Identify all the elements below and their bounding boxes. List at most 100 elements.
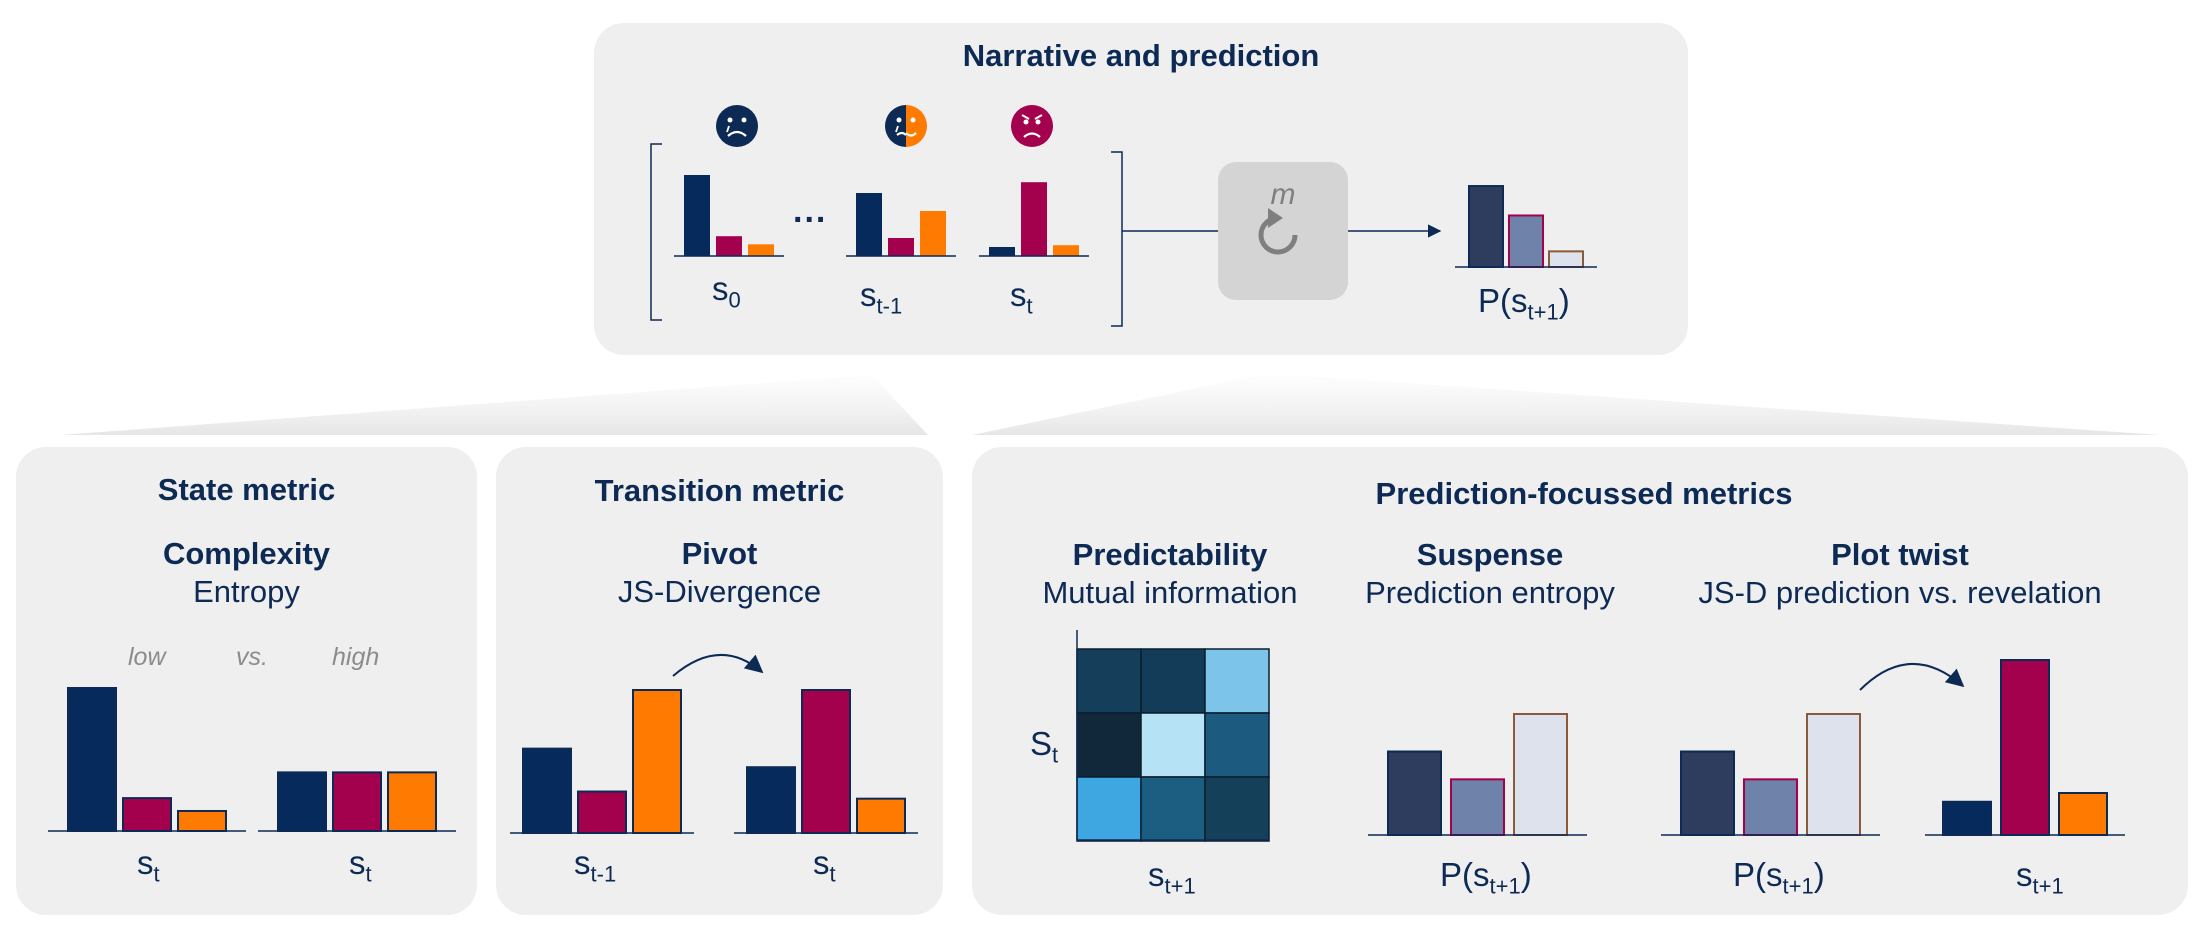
refresh-icon bbox=[1258, 215, 1298, 255]
twist-arrow bbox=[1859, 663, 1965, 691]
bars-s0 bbox=[674, 175, 784, 257]
matrix-cell-1-0 bbox=[1076, 712, 1142, 778]
high-bar-3 bbox=[387, 771, 437, 832]
transition-metric-panel bbox=[496, 447, 943, 915]
st-bar-2 bbox=[1021, 182, 1047, 256]
mutual-information-subheading: Mutual information bbox=[1042, 575, 1298, 610]
mutual-information-matrix bbox=[1076, 648, 1270, 842]
twp-bar-2 bbox=[1743, 778, 1798, 837]
matrix-cell-2-2 bbox=[1204, 776, 1270, 842]
bars-twist-prediction bbox=[1661, 713, 1880, 837]
st1-bar-3 bbox=[920, 211, 946, 256]
label-s-t: st bbox=[1010, 276, 1033, 319]
matrix-cell-0-1 bbox=[1140, 648, 1206, 714]
s0-bar-2 bbox=[716, 236, 742, 256]
sad-face-icon bbox=[716, 105, 758, 147]
angry-face-icon bbox=[1011, 105, 1053, 147]
vs-label: vs. bbox=[236, 643, 268, 671]
js-divergence-subheading: JS-Divergence bbox=[617, 574, 822, 609]
state-metric-panel bbox=[16, 447, 477, 915]
label-suspense: P(st+1) bbox=[1440, 856, 1532, 899]
bars-s-t-1 bbox=[846, 193, 956, 257]
st-bar-3 bbox=[1053, 245, 1079, 256]
pred-bar-3 bbox=[1548, 250, 1584, 269]
twr-bar-1 bbox=[1942, 800, 1992, 836]
transition-metric-title: Transition metric bbox=[594, 473, 845, 508]
pred-bar-2 bbox=[1508, 214, 1544, 268]
label-transition-prev: st-1 bbox=[574, 844, 617, 887]
low-bar-1 bbox=[67, 687, 117, 832]
matrix-cell-0-2 bbox=[1204, 648, 1270, 714]
top-title: Narrative and prediction bbox=[962, 38, 1320, 73]
entropy-subheading: Entropy bbox=[193, 574, 300, 609]
model-label: m bbox=[1270, 178, 1296, 211]
twp-bar-3 bbox=[1806, 713, 1861, 836]
prev-bar-2 bbox=[577, 790, 627, 835]
suspense-heading: Suspense bbox=[1416, 537, 1564, 572]
label-low-st: st bbox=[137, 844, 160, 887]
bars-transition-curr bbox=[734, 689, 918, 834]
label-s0: s0 bbox=[712, 270, 741, 313]
bars-s-t bbox=[979, 182, 1089, 257]
susp-bar-3 bbox=[1513, 713, 1568, 836]
pivot-heading: Pivot bbox=[681, 536, 758, 571]
bars-twist-revelation bbox=[1925, 659, 2125, 836]
right-bracket bbox=[1111, 151, 1123, 327]
zoom-connector-right bbox=[972, 375, 2160, 435]
state-metric-title: State metric bbox=[157, 472, 336, 507]
curr-bar-3 bbox=[856, 797, 906, 834]
left-bracket bbox=[650, 143, 662, 321]
ellipsis: ... bbox=[793, 192, 828, 230]
prediction-metrics-title: Prediction-focussed metrics bbox=[1375, 476, 1793, 511]
predictability-heading: Predictability bbox=[1072, 537, 1268, 572]
label-transition-curr: st bbox=[813, 844, 836, 887]
susp-bar-1 bbox=[1387, 750, 1442, 837]
prev-bar-1 bbox=[522, 747, 572, 835]
zoom-connector-left bbox=[60, 375, 928, 435]
bars-low-entropy bbox=[48, 687, 246, 832]
matrix-cell-1-1 bbox=[1140, 712, 1206, 778]
model-box bbox=[1218, 162, 1348, 300]
label-twist-revelation: st+1 bbox=[2016, 856, 2064, 899]
pred-bar-1 bbox=[1468, 185, 1504, 268]
mixed-face-icon bbox=[885, 105, 927, 147]
matrix-cell-2-0 bbox=[1076, 776, 1142, 842]
matrix-y-label: St bbox=[1030, 725, 1059, 768]
label-high-st: st bbox=[349, 844, 372, 887]
high-bar-2 bbox=[332, 771, 382, 832]
pivot-arrow bbox=[672, 653, 764, 677]
twr-bar-3 bbox=[2058, 792, 2108, 836]
label-twist-prediction: P(st+1) bbox=[1733, 856, 1825, 899]
low-bar-2 bbox=[122, 797, 172, 832]
susp-bar-2 bbox=[1450, 778, 1505, 837]
plot-twist-heading: Plot twist bbox=[1831, 537, 1969, 572]
prev-bar-3 bbox=[632, 689, 682, 834]
bars-high-entropy bbox=[258, 771, 456, 832]
matrix-cell-1-2 bbox=[1204, 712, 1270, 778]
complexity-heading: Complexity bbox=[162, 536, 331, 571]
st1-bar-1 bbox=[856, 193, 882, 256]
high-bar-1 bbox=[277, 771, 327, 832]
bars-transition-prev bbox=[510, 689, 694, 835]
high-label: high bbox=[332, 643, 380, 671]
js-d-subheading: JS-D prediction vs. revelation bbox=[1698, 575, 2102, 610]
matrix-cell-0-0 bbox=[1076, 648, 1142, 714]
label-s-t-1: st-1 bbox=[860, 276, 903, 319]
st1-bar-2 bbox=[888, 238, 914, 256]
curr-bar-1 bbox=[746, 766, 796, 834]
twp-bar-1 bbox=[1680, 750, 1735, 837]
curr-bar-2 bbox=[801, 689, 851, 834]
s0-bar-1 bbox=[684, 175, 710, 256]
bars-suspense bbox=[1368, 713, 1587, 837]
top-panel bbox=[594, 23, 1688, 355]
low-label: low bbox=[128, 643, 166, 671]
prediction-entropy-subheading: Prediction entropy bbox=[1365, 575, 1615, 610]
s0-bar-3 bbox=[748, 244, 774, 256]
label-prediction: P(st+1) bbox=[1478, 282, 1570, 325]
bars-prediction bbox=[1455, 185, 1597, 269]
low-bar-3 bbox=[177, 809, 227, 832]
matrix-cell-2-1 bbox=[1140, 776, 1206, 842]
matrix-x-label: st+1 bbox=[1148, 856, 1196, 899]
twr-bar-2 bbox=[2000, 659, 2050, 836]
